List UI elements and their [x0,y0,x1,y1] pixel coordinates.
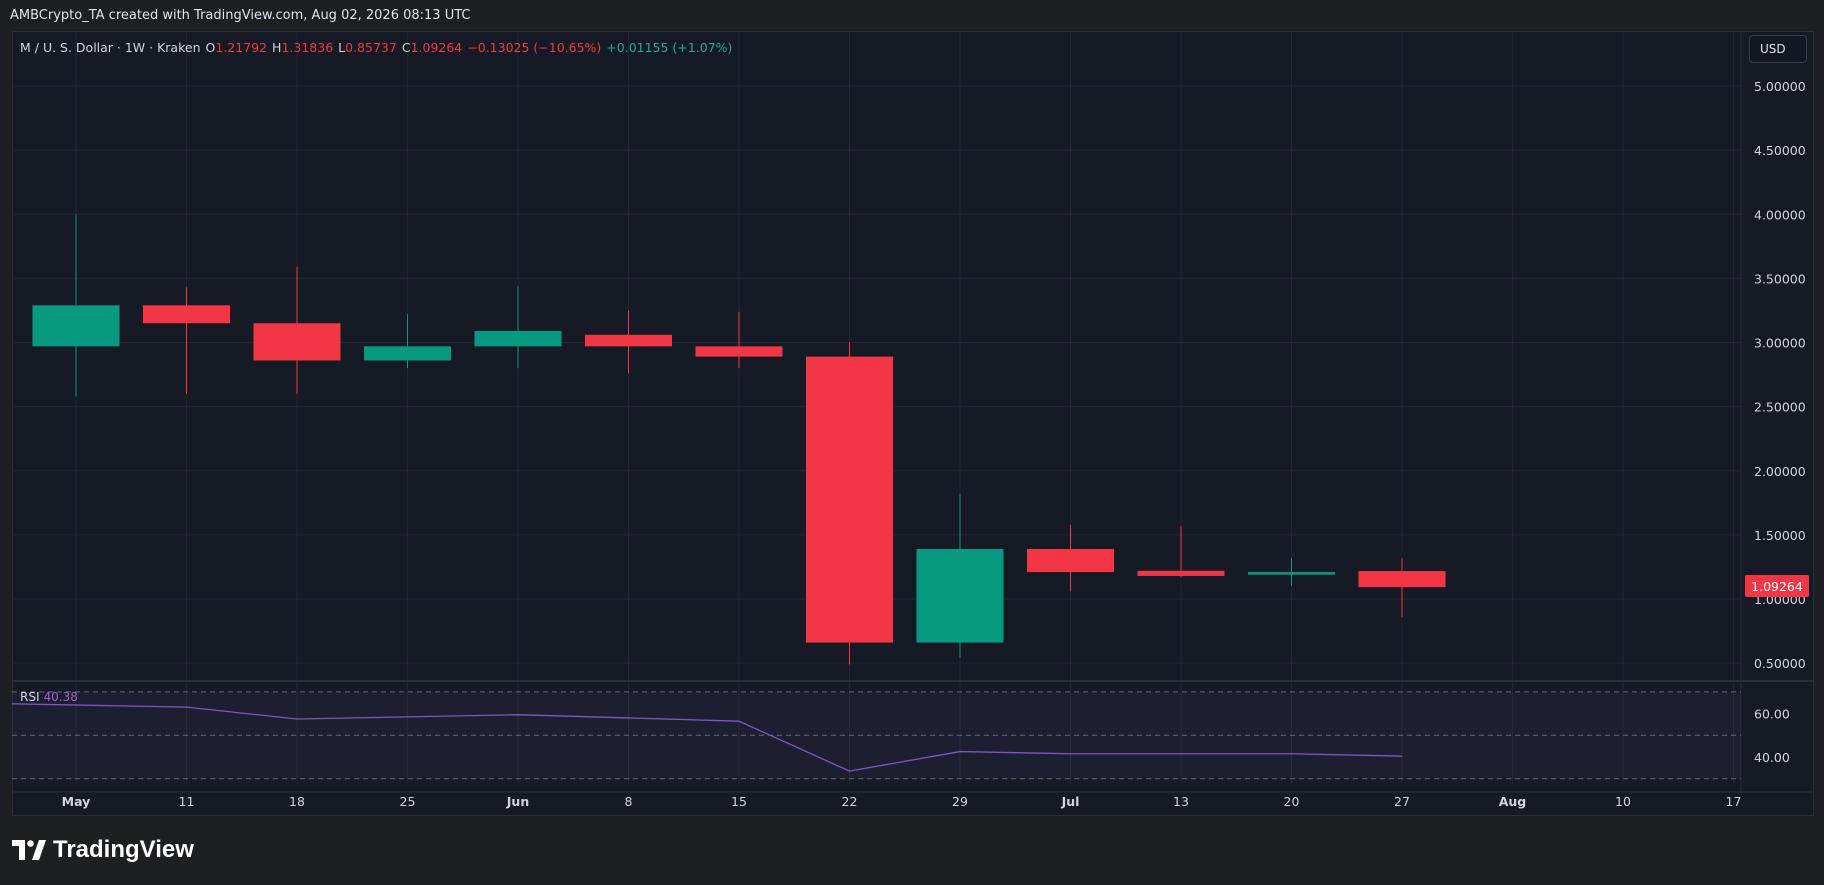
last-price-badge [1745,575,1809,597]
candle [474,286,562,369]
price-tick-label: 3.50000 [1754,271,1806,286]
time-tick-label: May [62,794,91,809]
currency-button[interactable]: USD [1749,35,1807,63]
last-price-text: 1.09264 [1751,579,1803,594]
candle [1137,525,1225,578]
close-label: C [401,40,411,55]
candle-body [916,548,1004,643]
brand-name: TradingView [53,836,194,863]
chart-frame[interactable] [12,31,1814,816]
candle [1358,558,1446,618]
rsi-name: RSI [20,690,40,704]
price-tick-label: 1.50000 [1754,528,1806,543]
rsi-value: 40.38 [43,690,78,704]
candle-body [143,305,230,324]
time-tick-label: Jul [1061,794,1080,809]
change-value: −0.13025 (−10.65%) [467,40,602,55]
rsi-pane [12,691,1741,780]
candle [1248,557,1335,587]
open-label: O [205,40,216,55]
candle-body [1027,548,1114,573]
price-tick-label: 0.50000 [1754,656,1806,671]
candle-body [1248,572,1335,575]
candles [32,214,1446,665]
candle-body [1358,571,1446,588]
time-tick-label: 8 [625,794,633,809]
time-tick-label: 10 [1615,794,1631,809]
candle [916,493,1004,658]
candle-body [806,356,893,643]
time-tick-label: 27 [1394,794,1410,809]
price-tick-label: 2.50000 [1754,400,1806,415]
candle [32,214,120,397]
time-tick-label: 18 [289,794,305,809]
time-tick-label: Aug [1499,794,1527,809]
price-tick-label: 5.00000 [1754,79,1806,94]
time-tick-label: 25 [400,794,416,809]
rsi-tick-label: 60.00 [1754,707,1790,722]
price-tick-label: 4.50000 [1754,143,1806,158]
candle-body [695,346,783,357]
time-tick-label: 17 [1726,794,1742,809]
low-value: 0.85737 [345,40,397,55]
candle-body [364,346,451,361]
price-tick-label: 4.00000 [1754,207,1806,222]
time-tick-label: Jun [506,794,529,809]
axes: 0.500001.000001.500002.000002.500003.000… [62,79,1806,809]
candle [806,342,893,665]
open-value: 1.21792 [215,40,268,55]
candle-body [1137,570,1225,576]
time-tick-label: 29 [952,794,968,809]
tradingview-logo[interactable]: TradingView [12,836,194,864]
chart-canvas[interactable]: 0.500001.000001.500002.000002.500003.000… [0,0,1824,820]
candle [585,310,672,374]
rsi-line [11,703,1403,772]
time-tick-label: 20 [1284,794,1300,809]
chart-attribution: AMBCrypto_TA created with TradingView.co… [10,8,471,23]
candle [1027,524,1114,592]
candle [695,311,783,369]
grid-lines [12,31,1813,793]
rsi-legend[interactable]: RSI 40.38 [20,690,78,704]
candle-body [585,334,672,347]
low-label: L [338,40,346,55]
extra-change-value: +0.01155 (+1.07%) [606,40,733,55]
candle [143,287,230,394]
price-tick-label: 2.00000 [1754,464,1806,479]
candle [364,314,451,369]
candle-body [253,323,341,361]
time-tick-label: 11 [179,794,195,809]
last-price-marker: 1.09264 [1745,575,1809,597]
high-value: 1.31836 [281,40,334,55]
rsi-indicator [11,703,1403,772]
candle-body [474,330,562,347]
time-tick-label: 15 [731,794,747,809]
high-label: H [272,40,282,55]
rsi-tick-label: 40.00 [1754,750,1790,765]
time-tick-label: 13 [1173,794,1189,809]
close-value: 1.09264 [410,40,463,55]
candle-body [32,305,120,347]
ohlc-legend: M / U. S. Dollar · 1W · Kraken O1.21792 H1… [20,40,737,55]
price-tick-label: 3.00000 [1754,336,1806,351]
candle [253,266,341,394]
time-tick-label: 22 [842,794,858,809]
tradingview-logo-icon [12,840,46,860]
symbol-label[interactable]: M / U. S. Dollar · 1W · Kraken [20,40,201,55]
